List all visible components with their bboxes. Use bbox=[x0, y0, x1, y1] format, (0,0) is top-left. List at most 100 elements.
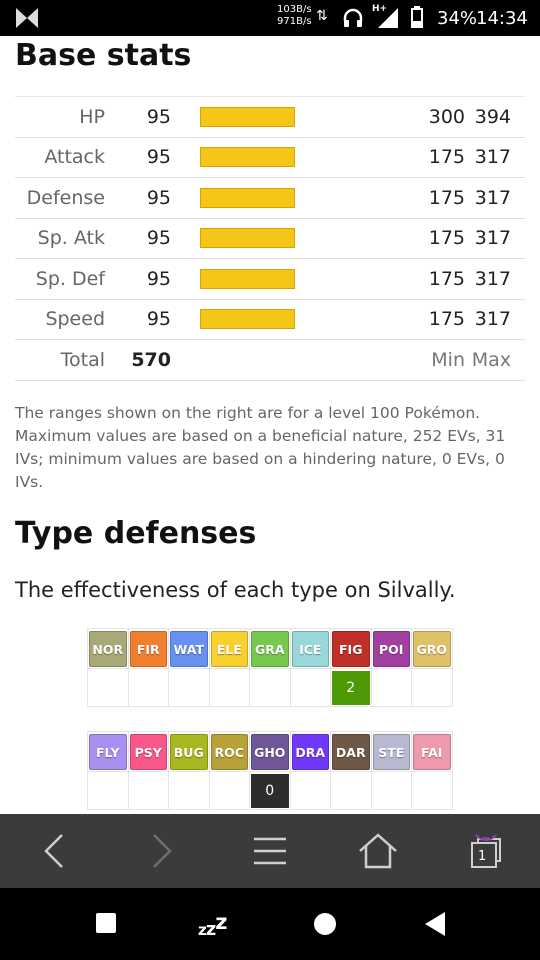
type-effect-fly bbox=[89, 774, 127, 808]
stats-range-note: The ranges shown on the right are for a … bbox=[15, 404, 506, 491]
type-chip-gro[interactable]: GRO bbox=[413, 630, 451, 667]
network-type: H+ bbox=[372, 4, 388, 14]
type-chip-fig[interactable]: FIG bbox=[332, 630, 370, 667]
stat-min: 175 bbox=[385, 136, 465, 178]
type-chip-ice[interactable]: ICE bbox=[291, 630, 329, 667]
stat-row: HP 95 300 394 bbox=[15, 96, 525, 137]
type-chip-gho[interactable]: GHO bbox=[251, 733, 289, 770]
app-logo-icon bbox=[16, 8, 38, 28]
stat-label: Defense bbox=[15, 177, 105, 218]
stat-max: 317 bbox=[465, 298, 525, 340]
type-effect-psy bbox=[130, 774, 168, 808]
total-value: 570 bbox=[105, 339, 185, 381]
base-stats-heading: Base stats bbox=[15, 38, 192, 73]
stat-label: Sp. Def bbox=[15, 258, 105, 299]
stat-bar-track bbox=[200, 268, 295, 289]
type-effect-fai bbox=[413, 774, 451, 808]
system-nav-bar bbox=[0, 888, 540, 960]
type-effect-poi bbox=[373, 671, 411, 705]
type-effect-gra bbox=[251, 671, 289, 705]
type-effect-dra bbox=[292, 774, 330, 808]
type-chip-ste[interactable]: STE bbox=[372, 733, 410, 770]
type-defenses-intro: The effectiveness of each type on Silval… bbox=[15, 578, 456, 602]
forward-arrow-icon bbox=[153, 834, 172, 868]
stat-label: Attack bbox=[15, 136, 105, 178]
browser-toolbar bbox=[0, 814, 540, 888]
menu-button[interactable] bbox=[230, 814, 310, 888]
type-chip-poi[interactable]: POI bbox=[372, 630, 410, 667]
stat-value: 95 bbox=[105, 258, 185, 299]
battery-percent: 34% bbox=[437, 8, 478, 29]
stat-min: 175 bbox=[385, 177, 465, 218]
back-triangle-icon[interactable] bbox=[425, 912, 445, 936]
stat-row: Speed 95 175 317 bbox=[15, 298, 525, 340]
stat-label: Sp. Atk bbox=[15, 217, 105, 259]
type-row: FLY PSY BUG ROC GHO DRA DAR STE FAI bbox=[87, 731, 453, 772]
effect-row: 0 bbox=[87, 771, 453, 810]
type-chip-dra[interactable]: DRA bbox=[291, 733, 329, 770]
type-effect-dar bbox=[332, 774, 370, 808]
type-chip-psy[interactable]: PSY bbox=[129, 733, 167, 770]
type-chip-ele[interactable]: ELE bbox=[210, 630, 248, 667]
type-effect-wat bbox=[170, 671, 208, 705]
clock: 14:34 bbox=[476, 8, 528, 29]
stat-total-row: Total 570 Min Max bbox=[15, 339, 525, 381]
stat-value: 95 bbox=[105, 177, 185, 218]
stat-bar bbox=[200, 106, 295, 127]
stat-value: 95 bbox=[105, 96, 185, 137]
type-effect-roc bbox=[211, 774, 249, 808]
back-button[interactable] bbox=[14, 814, 94, 888]
stat-bar-track bbox=[200, 187, 295, 208]
signal-icon bbox=[378, 8, 398, 28]
stat-min: 175 bbox=[385, 217, 465, 259]
type-effect-gro bbox=[413, 671, 451, 705]
stat-bar bbox=[200, 147, 295, 168]
stat-row: Attack 95 175 317 bbox=[15, 136, 525, 178]
stat-bar bbox=[200, 187, 295, 208]
stat-min: 175 bbox=[385, 258, 465, 299]
type-chip-wat[interactable]: WAT bbox=[170, 630, 208, 667]
sleep-zzz-icon[interactable]: zzz bbox=[198, 910, 227, 940]
stat-min: 175 bbox=[385, 298, 465, 340]
type-grid-1: NOR FIR WAT ELE GRA ICE FIG POI GRO 2 bbox=[87, 628, 453, 707]
status-bar: 103B/s 971B/s ⇅ H+ 34% 14:34 bbox=[0, 0, 540, 36]
recents-square-icon[interactable] bbox=[96, 913, 116, 933]
stat-bar bbox=[200, 228, 295, 249]
max-header: Max bbox=[465, 339, 525, 381]
stat-value: 95 bbox=[105, 298, 185, 340]
stat-label: HP bbox=[15, 96, 105, 137]
stat-max: 394 bbox=[465, 96, 525, 137]
page-content[interactable]: Base stats HP 95 300 394 Attack 95 175 317 Defen… bbox=[0, 36, 540, 814]
type-chip-fai[interactable]: FAI bbox=[413, 733, 451, 770]
forward-button[interactable] bbox=[122, 814, 202, 888]
home-circle-icon[interactable] bbox=[314, 913, 336, 935]
type-chip-bug[interactable]: BUG bbox=[170, 733, 208, 770]
type-chip-dar[interactable]: DAR bbox=[332, 733, 370, 770]
stat-row: Sp. Atk 95 175 317 bbox=[15, 217, 525, 259]
stat-bar-track bbox=[200, 106, 295, 127]
type-chip-roc[interactable]: ROC bbox=[210, 733, 248, 770]
stat-max: 317 bbox=[465, 217, 525, 259]
type-effect-ice bbox=[292, 671, 330, 705]
stat-bar-track bbox=[200, 147, 295, 168]
battery-level bbox=[413, 20, 421, 26]
headset-icon bbox=[343, 8, 363, 27]
stat-bar-track bbox=[200, 228, 295, 249]
type-chip-gra[interactable]: GRA bbox=[251, 630, 289, 667]
network-upload: 103B/s bbox=[277, 4, 312, 15]
type-effect-fig: 2 bbox=[332, 670, 370, 705]
stat-max: 317 bbox=[465, 258, 525, 299]
type-chip-nor[interactable]: NOR bbox=[89, 630, 127, 667]
type-effect-gho: 0 bbox=[251, 773, 289, 808]
back-arrow-icon bbox=[44, 834, 63, 868]
stat-row: Defense 95 175 317 bbox=[15, 177, 525, 218]
tabs-button[interactable] bbox=[446, 814, 526, 888]
type-effect-bug bbox=[170, 774, 208, 808]
network-speed: 103B/s 971B/s bbox=[277, 4, 312, 28]
type-effect-nor bbox=[89, 671, 127, 705]
stat-label: Speed bbox=[15, 298, 105, 340]
type-chip-fir[interactable]: FIR bbox=[129, 630, 167, 667]
type-chip-fly[interactable]: FLY bbox=[89, 733, 127, 770]
stat-bar bbox=[200, 268, 295, 289]
home-button[interactable] bbox=[338, 814, 418, 888]
